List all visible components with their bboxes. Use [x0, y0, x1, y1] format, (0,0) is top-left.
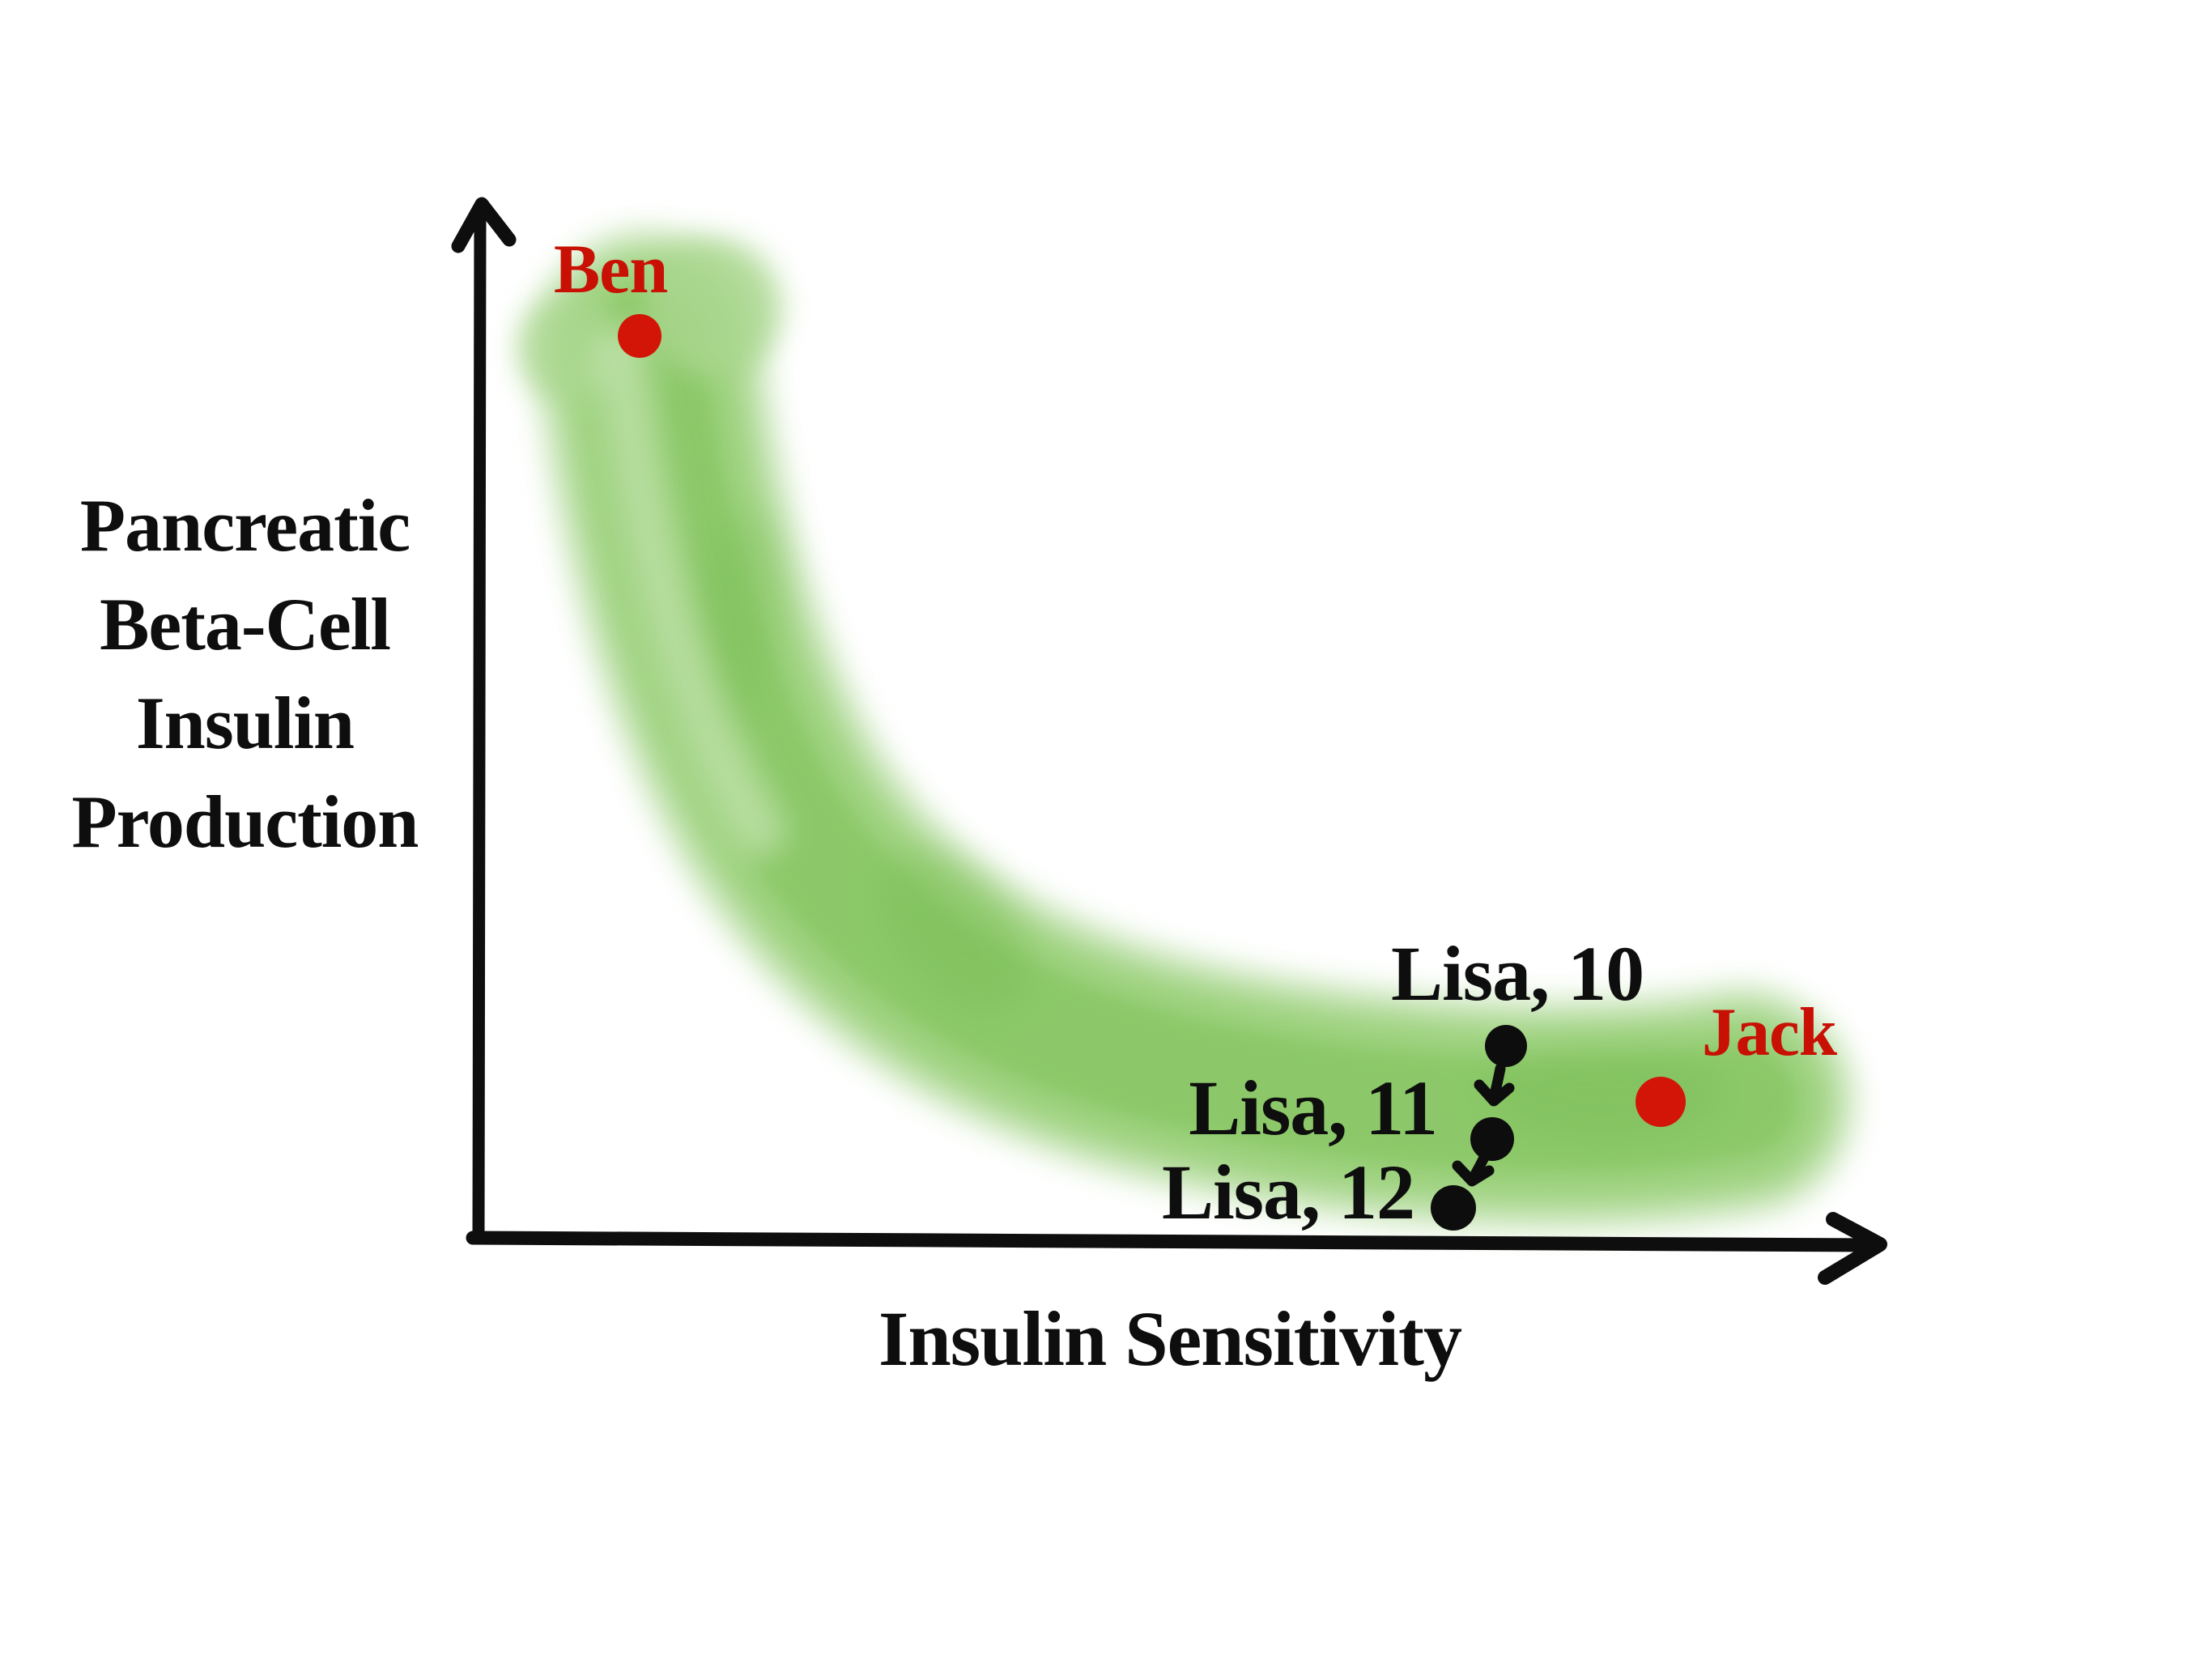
green-band-dark-patch-1 [881, 851, 1030, 1011]
y-axis-title-line-3: Insulin [135, 682, 355, 764]
green-band [518, 231, 1854, 1228]
transition-arrows [1452, 1063, 1515, 1187]
y-axis-arrowhead [451, 197, 517, 253]
x-axis-arrowhead [1818, 1212, 1887, 1285]
y-axis-line [472, 206, 487, 1244]
y-axis-title-line-1: Pancreatic [79, 484, 410, 567]
data-point-lisa-11 [1470, 1117, 1514, 1161]
lisa-10-point-label: Lisa, 10 [1391, 930, 1644, 1017]
lisa-11-point-label: Lisa, 11 [1189, 1065, 1438, 1151]
x-axis-title: Insulin Sensitivity [878, 1295, 1462, 1382]
data-point-lisa-12 [1431, 1185, 1476, 1231]
x-axis-line [466, 1231, 1870, 1252]
arrow-lisa11-to-lisa12-icon [1452, 1147, 1495, 1187]
data-point-jack [1636, 1077, 1686, 1127]
green-band-top-lobe [644, 239, 781, 376]
y-axis-title-line-4: Production [71, 780, 419, 863]
y-axis-title-line-2: Beta-Cell [100, 583, 391, 665]
axes [451, 197, 1887, 1285]
data-point-ben [618, 314, 661, 358]
green-band-light-streak [591, 328, 785, 858]
jack-point-label: Jack [1702, 994, 1837, 1070]
ben-point-label: Ben [553, 230, 668, 308]
lisa-12-point-label: Lisa, 12 [1161, 1149, 1415, 1235]
y-axis-title: Pancreatic Beta-Cell Insulin Production [24, 476, 466, 871]
data-points [618, 314, 1686, 1231]
arrow-lisa10-to-lisa11-icon [1474, 1063, 1515, 1107]
data-point-lisa-10 [1485, 1025, 1527, 1067]
